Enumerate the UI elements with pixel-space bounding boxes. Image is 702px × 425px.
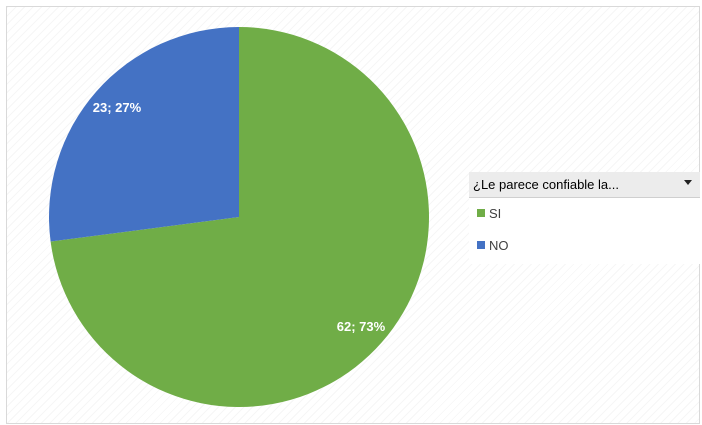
data-labels: 62; 73% 23; 27%: [93, 100, 386, 334]
legend-swatch-si: [477, 209, 485, 217]
legend-item-si: SI: [477, 204, 501, 222]
legend-title: ¿Le parece confiable la...: [473, 177, 619, 192]
legend-item-no: NO: [477, 236, 509, 254]
legend: ¿Le parece confiable la... SI NO: [469, 172, 700, 264]
legend-label-no: NO: [489, 237, 509, 253]
data-label-no: 23; 27%: [93, 100, 142, 115]
pie-slices: [49, 27, 430, 407]
data-label-si: 62; 73%: [337, 319, 386, 334]
pie-slice-si[interactable]: [50, 27, 430, 407]
pie-slice-no[interactable]: [49, 27, 239, 242]
legend-swatch-no: [477, 241, 485, 249]
chevron-down-icon[interactable]: [684, 180, 692, 185]
legend-filter-header[interactable]: ¿Le parece confiable la...: [469, 172, 700, 198]
legend-label-si: SI: [489, 205, 502, 221]
